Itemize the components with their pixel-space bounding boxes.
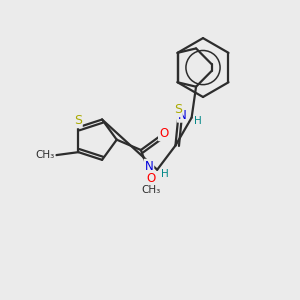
Text: CH₃: CH₃ [142,185,161,195]
Text: S: S [74,114,82,127]
Text: CH₃: CH₃ [36,150,55,160]
Text: N: N [178,109,187,122]
Text: O: O [159,127,168,140]
Text: S: S [174,103,182,116]
Text: H: H [161,169,168,179]
Text: N: N [145,160,153,173]
Text: H: H [194,116,202,126]
Text: O: O [147,172,156,185]
